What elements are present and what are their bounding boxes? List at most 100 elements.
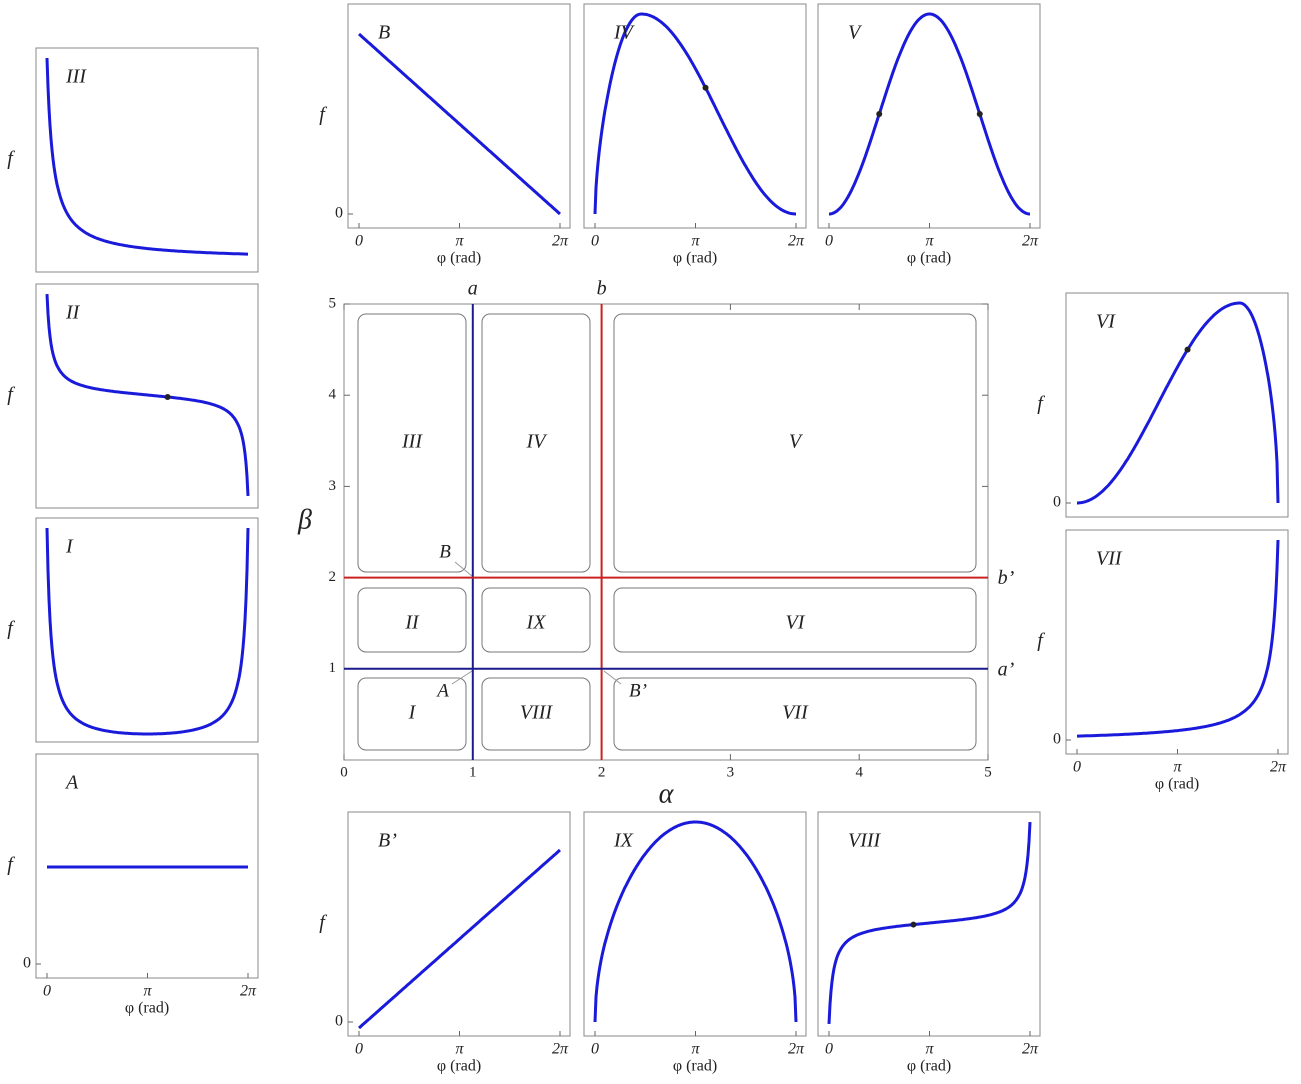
x-tick-label: π	[691, 1041, 700, 1058]
boundary-label: b’	[998, 567, 1015, 589]
y-axis-label: f	[1037, 393, 1045, 415]
region-box	[481, 587, 591, 653]
y-tick-label: 3	[329, 478, 337, 494]
y-tick-label: 0	[335, 1013, 343, 1030]
panel-frame	[1065, 292, 1289, 518]
region-label: IX	[526, 612, 547, 634]
panel-title: VI	[1096, 311, 1116, 333]
x-tick-label: 3	[727, 764, 735, 780]
x-tick-label: π	[925, 233, 934, 250]
curve	[1077, 539, 1280, 738]
plot-frame	[343, 303, 989, 761]
curve-point	[1184, 346, 1191, 353]
y-tick-label: 5	[329, 295, 337, 311]
x-axis-label: φ (rad)	[907, 1058, 951, 1075]
panel-title: B	[378, 22, 390, 44]
x-tick-label: 0	[825, 233, 833, 250]
y-axis-label: f	[7, 618, 15, 640]
panel-frame	[35, 47, 259, 273]
y-axis-label: f	[319, 104, 327, 126]
panel-title: IX	[613, 830, 634, 852]
x-axis-label: φ (rad)	[1155, 776, 1199, 793]
curve	[1077, 301, 1280, 505]
region-label: VIII	[520, 702, 554, 724]
panel-title: VII	[1096, 548, 1123, 570]
panel-title: VIII	[848, 830, 882, 852]
x-tick-label: π	[143, 983, 152, 1000]
curve	[45, 527, 250, 736]
y-tick-label: 0	[335, 205, 343, 222]
region-label: VI	[786, 612, 806, 634]
panel-title: III	[65, 66, 87, 88]
x-tick-label: 0	[591, 1041, 599, 1058]
x-axis-label: φ (rad)	[437, 1058, 481, 1075]
x-tick-label: π	[925, 1041, 934, 1058]
y-tick-label: 4	[329, 387, 337, 403]
panel-frame	[35, 283, 259, 509]
curve	[45, 57, 248, 256]
region-box	[357, 677, 467, 751]
x-axis-label: α	[659, 778, 675, 809]
x-tick-label: π	[1173, 759, 1182, 776]
region-label: VII	[782, 702, 809, 724]
region-boxes	[357, 313, 977, 751]
y-axis-label: f	[319, 912, 327, 934]
region-label: V	[789, 431, 804, 453]
y-tick-label: 1	[329, 660, 337, 676]
x-axis-label: φ (rad)	[907, 250, 951, 267]
panel-title: II	[65, 302, 81, 324]
boundary-label: b	[597, 278, 607, 300]
region-label: III	[401, 431, 423, 453]
curve	[593, 820, 798, 1023]
x-axis-label: φ (rad)	[125, 1000, 169, 1017]
x-tick-label: π	[455, 233, 464, 250]
x-tick-label: 0	[355, 233, 363, 250]
x-axis-label: φ (rad)	[673, 250, 717, 267]
region-box	[481, 677, 591, 751]
y-tick-label: 2	[329, 569, 337, 585]
x-tick-label: 2	[598, 764, 606, 780]
point-label: B’	[629, 680, 647, 701]
x-axis-label: φ (rad)	[437, 250, 481, 267]
curve-point	[910, 921, 917, 928]
x-tick-label: 2π	[788, 1041, 805, 1058]
region-label: IV	[526, 431, 549, 453]
x-tick-label: 0	[340, 764, 348, 780]
region-label: II	[404, 612, 420, 634]
curve	[357, 32, 562, 216]
y-axis-label: β	[297, 504, 312, 535]
point-label: B	[439, 541, 451, 562]
leaders	[451, 561, 622, 685]
region-box	[613, 313, 977, 573]
y-tick-label: 0	[1053, 494, 1061, 511]
panel-title: V	[848, 22, 863, 44]
curve	[829, 12, 1030, 216]
y-axis-label: f	[7, 148, 15, 170]
x-tick-label: 2π	[1270, 759, 1287, 776]
panel-title: A	[64, 772, 79, 794]
curve-point	[702, 84, 709, 91]
region-box	[481, 313, 591, 573]
x-axis-label: φ (rad)	[673, 1058, 717, 1075]
x-tick-label: π	[455, 1041, 464, 1058]
curve	[593, 12, 796, 216]
x-tick-label: 2π	[552, 233, 569, 250]
y-tick-label: 0	[23, 955, 31, 972]
region-box	[357, 587, 467, 653]
leader	[454, 561, 473, 577]
x-tick-label: 2π	[552, 1041, 569, 1058]
curve	[45, 294, 250, 496]
boundary-label: a	[468, 278, 478, 300]
y-tick-label: 0	[1053, 731, 1061, 748]
region-box	[613, 587, 977, 653]
x-tick-label: 0	[355, 1041, 363, 1058]
x-tick-label: 1	[469, 764, 477, 780]
x-tick-label: 0	[1073, 759, 1081, 776]
x-tick-label: 0	[43, 983, 51, 1000]
x-tick-label: 0	[825, 1041, 833, 1058]
x-tick-label: 4	[855, 764, 863, 780]
y-axis-label: f	[1037, 630, 1045, 652]
curve-point	[976, 111, 983, 117]
region-label: I	[408, 702, 417, 724]
x-tick-label: 2π	[1022, 233, 1039, 250]
